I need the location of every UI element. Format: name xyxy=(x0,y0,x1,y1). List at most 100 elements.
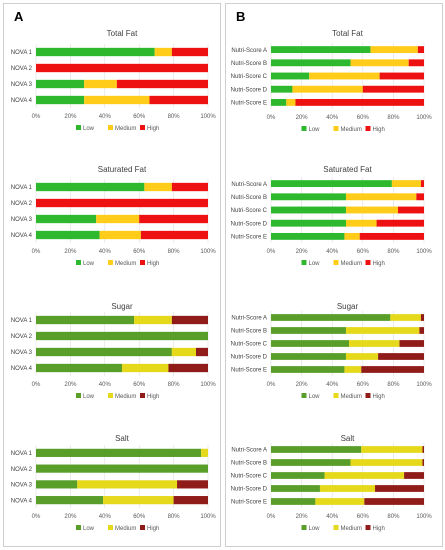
x-tick-label: 100% xyxy=(416,115,432,121)
bar-segment-low xyxy=(36,480,78,489)
bar-segment-medium xyxy=(319,485,376,492)
legend-label: Low xyxy=(309,127,321,133)
bar-segment-medium xyxy=(292,85,363,93)
x-tick-label: 60% xyxy=(357,115,370,121)
category-label: NOVA 1 xyxy=(11,451,33,457)
category-label: NOVA 1 xyxy=(11,50,33,56)
x-tick-label: 0% xyxy=(32,514,41,520)
category-label: NOVA 3 xyxy=(11,350,33,356)
x-tick-label: 40% xyxy=(326,382,339,388)
legend-label: Low xyxy=(309,394,321,400)
bar-segment-high xyxy=(173,496,208,505)
category-label: NOVA 4 xyxy=(11,98,33,104)
bar-segment-high xyxy=(397,206,424,214)
x-tick-label: 0% xyxy=(32,114,41,120)
bar-segment-high xyxy=(171,315,208,325)
bar-segment-medium xyxy=(154,47,172,57)
legend-swatch xyxy=(140,393,145,398)
legend-label: Low xyxy=(83,261,95,267)
category-label: Nutri-Score C xyxy=(231,342,268,348)
bar-segment-medium xyxy=(350,459,423,466)
x-tick-label: 60% xyxy=(133,514,146,520)
legend-label: Medium xyxy=(115,394,136,400)
bar-segment-medium xyxy=(361,446,423,453)
bar-segment-medium xyxy=(286,98,296,106)
bar-segment-medium xyxy=(77,480,178,489)
legend-label: High xyxy=(373,526,385,532)
bar-segment-medium xyxy=(309,72,380,80)
bar-segment-medium xyxy=(171,347,196,357)
legend-label: Medium xyxy=(115,261,136,267)
category-label: Nutri-Score B xyxy=(231,195,267,201)
chart-title: Saturated Fat xyxy=(98,165,147,174)
bar-segment-low xyxy=(271,459,351,466)
legend-swatch xyxy=(76,525,81,530)
bar-segment-low xyxy=(271,314,391,321)
legend-swatch xyxy=(301,393,307,398)
x-tick-label: 40% xyxy=(99,382,112,388)
x-tick-label: 40% xyxy=(326,249,339,255)
bar-segment-low xyxy=(36,464,208,473)
bar-segment-low xyxy=(271,59,351,67)
bar-segment-high xyxy=(404,472,424,479)
bar-segment-high xyxy=(417,46,424,54)
bar-segment-high xyxy=(379,72,424,80)
category-label: NOVA 2 xyxy=(11,66,33,72)
x-tick-label: 80% xyxy=(387,514,400,520)
bar-segment-medium xyxy=(201,448,208,457)
category-label: Nutri-Score E xyxy=(231,101,267,107)
bar-segment-low xyxy=(271,206,346,214)
legend-swatch xyxy=(140,260,145,265)
x-tick-label: 100% xyxy=(200,382,216,388)
category-label: Nutri-Score A xyxy=(231,316,267,322)
bar-segment-high xyxy=(420,314,424,321)
category-label: Nutri-Score C xyxy=(231,474,268,480)
x-tick-label: 20% xyxy=(296,514,309,520)
bar-segment-medium xyxy=(345,327,420,334)
x-tick-label: 20% xyxy=(296,382,309,388)
category-label: NOVA 2 xyxy=(11,467,33,473)
bar-segment-medium xyxy=(344,366,362,373)
x-tick-label: 100% xyxy=(416,514,432,520)
bar-segment-medium xyxy=(345,206,398,214)
x-tick-label: 60% xyxy=(357,249,370,255)
category-label: Nutri-Score A xyxy=(231,448,267,454)
x-tick-label: 60% xyxy=(133,114,146,120)
legend-label: High xyxy=(147,261,159,267)
x-tick-label: 60% xyxy=(357,382,370,388)
category-label: Nutri-Score A xyxy=(231,48,267,54)
bar-segment-low xyxy=(36,79,85,89)
bar-segment-medium xyxy=(324,472,405,479)
bar-segment-medium xyxy=(391,180,421,188)
bar-segment-high xyxy=(36,63,208,73)
bar-segment-medium xyxy=(84,95,150,105)
category-label: Nutri-Score D xyxy=(231,487,268,493)
legend-swatch xyxy=(108,525,113,530)
x-tick-label: 20% xyxy=(296,115,309,121)
bar-segment-low xyxy=(271,85,293,93)
category-label: Nutri-Score E xyxy=(231,368,267,374)
bar-segment-medium xyxy=(315,498,365,505)
x-tick-label: 100% xyxy=(416,382,432,388)
bar-segment-low xyxy=(36,47,155,57)
panel-b-letter: B xyxy=(236,9,246,24)
x-tick-label: 40% xyxy=(326,115,339,121)
bar-segment-high xyxy=(140,230,208,240)
legend-swatch xyxy=(108,260,113,265)
x-tick-label: 80% xyxy=(387,382,400,388)
bar-segment-high xyxy=(399,340,424,347)
bar-segment-high xyxy=(416,193,424,201)
chart-title: Total Fat xyxy=(332,29,363,38)
bar-segment-high xyxy=(422,446,424,453)
bar-segment-high xyxy=(139,214,208,224)
x-tick-label: 0% xyxy=(32,382,41,388)
category-label: Nutri-Score E xyxy=(231,500,267,506)
bar-segment-low xyxy=(36,230,100,240)
category-label: Nutri-Score E xyxy=(231,235,267,241)
bar-segment-medium xyxy=(345,219,377,227)
x-tick-label: 20% xyxy=(296,249,309,255)
x-tick-label: 20% xyxy=(64,514,77,520)
category-label: Nutri-Score B xyxy=(231,329,267,335)
bar-segment-low xyxy=(271,232,345,240)
legend-swatch xyxy=(76,393,81,398)
